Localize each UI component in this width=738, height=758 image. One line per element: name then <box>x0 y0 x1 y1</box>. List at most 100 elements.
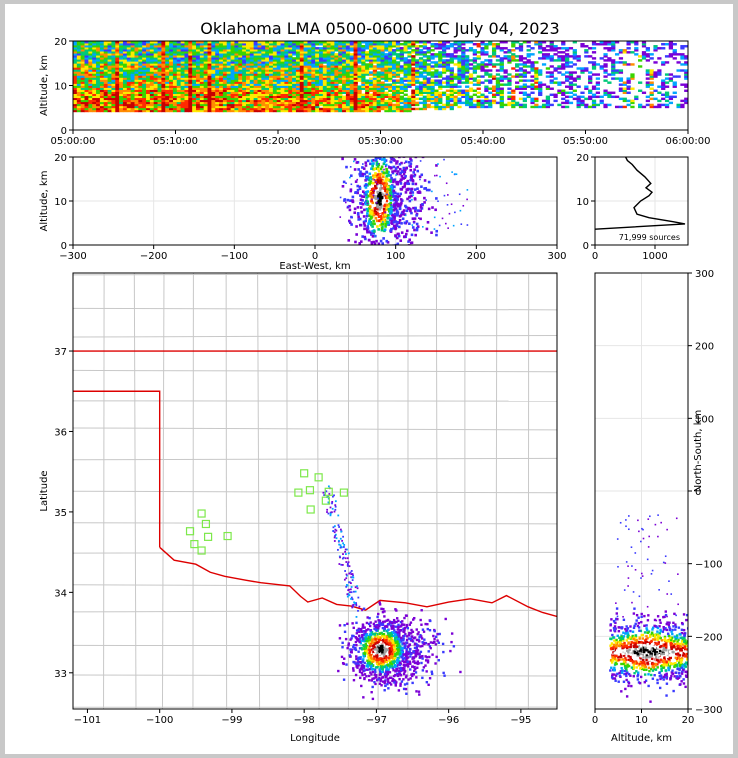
time-height-cell <box>149 105 155 109</box>
time-height-cell <box>242 41 247 44</box>
time-height-cell <box>234 107 239 111</box>
time-height-cell <box>299 87 305 90</box>
time-height-cell <box>384 71 389 74</box>
time-height-cell <box>491 43 497 46</box>
time-height-cell <box>269 43 274 46</box>
time-height-cell <box>261 91 266 94</box>
time-height-cell <box>365 85 370 88</box>
time-height-cell <box>488 69 493 72</box>
time-height-cell <box>334 93 339 97</box>
time-height-cell <box>203 91 208 94</box>
ew-source <box>354 180 358 183</box>
time-height-cell <box>603 91 608 94</box>
time-height-cell <box>499 77 504 80</box>
time-height-cell <box>657 71 662 74</box>
time-height-cell <box>392 65 397 68</box>
time-height-cell <box>342 99 347 103</box>
time-height-cell <box>211 43 216 46</box>
time-height-cell <box>418 45 424 48</box>
time-height-cell <box>207 73 212 76</box>
time-height-cell <box>99 55 105 58</box>
time-height-cell <box>288 97 293 101</box>
time-height-cell <box>530 61 535 64</box>
time-height-cell <box>111 109 116 113</box>
ew-source <box>396 172 399 176</box>
time-height-cell <box>342 77 347 80</box>
time-height-cell <box>322 43 328 46</box>
time-height-cell <box>265 61 270 64</box>
time-height-cell <box>342 61 347 64</box>
time-height-cell <box>372 103 378 107</box>
time-height-cell <box>76 57 82 60</box>
time-height-cell <box>299 107 305 111</box>
time-height-cell <box>395 69 401 72</box>
ew-source <box>399 180 402 183</box>
time-height-cell <box>211 69 216 72</box>
time-height-cell <box>84 99 89 103</box>
time-height-cell <box>334 105 339 109</box>
time-height-cell <box>99 67 105 70</box>
time-height-cell <box>641 43 647 46</box>
time-height-cell <box>269 105 274 109</box>
ew-source <box>409 191 412 195</box>
time-height-cell <box>292 67 297 70</box>
time-height-cell <box>511 91 516 94</box>
time-height-cell <box>461 73 466 76</box>
ew-source <box>341 157 344 161</box>
time-height-cell <box>299 55 305 58</box>
ew-source <box>391 170 394 173</box>
time-height-cell <box>138 107 143 111</box>
time-height-cell <box>280 91 285 94</box>
time-height-cell <box>342 83 347 86</box>
time-height-cell <box>130 107 135 111</box>
time-height-cell <box>303 85 308 88</box>
time-height-cell <box>426 73 431 76</box>
time-height-cell <box>338 79 343 82</box>
time-height-cell <box>153 81 158 84</box>
time-height-cell <box>326 87 331 90</box>
ew-source <box>372 195 375 198</box>
time-height-cell <box>249 69 255 72</box>
time-height-cell <box>584 97 589 101</box>
time-height-cell <box>422 105 428 109</box>
time-height-cell <box>376 79 381 82</box>
time-height-cell <box>361 53 366 56</box>
ew-source <box>413 188 417 191</box>
time-height-cell <box>219 93 224 97</box>
time-height-cell <box>219 51 224 54</box>
time-height-cell <box>372 75 378 78</box>
time-height-cell <box>399 55 404 58</box>
time-height-cell <box>445 61 451 64</box>
time-height-cell <box>92 43 97 46</box>
time-height-cell <box>403 77 408 80</box>
time-height-cell <box>184 105 189 109</box>
time-height-cell <box>392 61 397 64</box>
time-height-cell <box>111 93 116 97</box>
time-height-cell <box>165 107 170 111</box>
time-height-cell <box>342 49 347 52</box>
time-height-cell <box>299 83 305 86</box>
time-height-cell <box>122 97 128 101</box>
time-height-cell <box>130 57 135 60</box>
time-height-cell <box>165 69 170 72</box>
time-height-cell <box>284 83 289 86</box>
time-height-cell <box>226 57 231 60</box>
time-height-cell <box>176 59 182 62</box>
time-height-cell <box>461 59 466 62</box>
time-height-cell <box>103 41 108 44</box>
time-height-cell <box>491 93 497 97</box>
time-height-cell <box>134 65 139 68</box>
time-height-cell <box>99 89 105 92</box>
time-height-cell <box>295 49 301 52</box>
time-height-cell <box>372 59 378 62</box>
time-height-cell <box>188 103 193 107</box>
time-height-cell <box>149 67 155 70</box>
time-height-cell <box>242 95 247 99</box>
time-height-cell <box>192 61 197 64</box>
time-height-cell <box>99 61 105 64</box>
time-height-cell <box>280 95 285 99</box>
time-height-cell <box>330 51 335 54</box>
time-height-cell <box>299 71 305 74</box>
time-height-cell <box>249 99 255 103</box>
time-height-cell <box>180 41 185 44</box>
